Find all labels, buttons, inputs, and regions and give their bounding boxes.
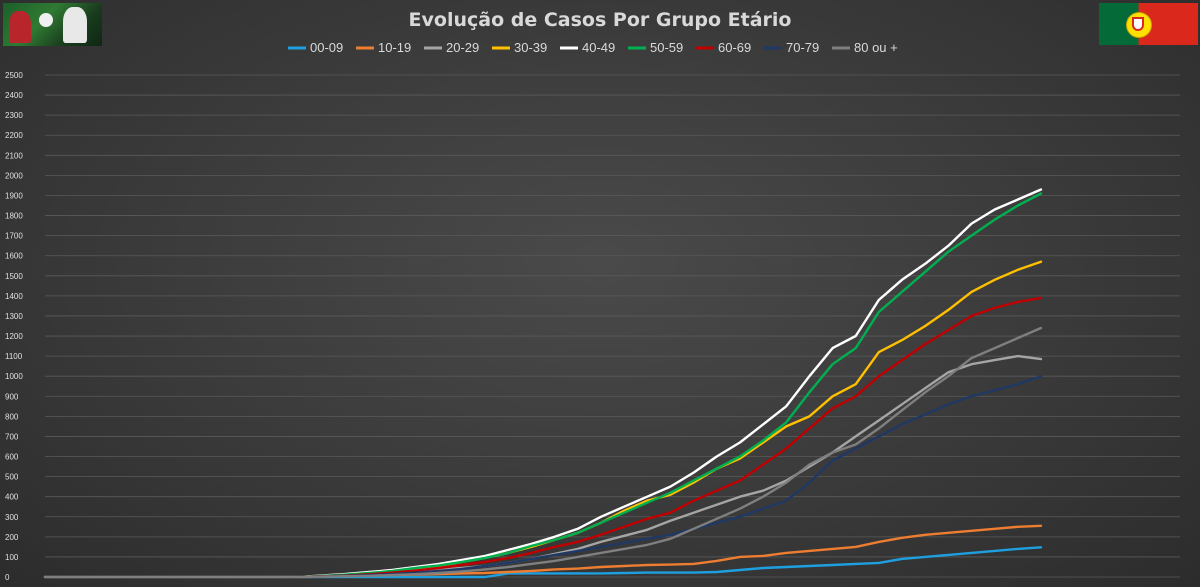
y-tick-label: 2300 bbox=[5, 111, 23, 120]
logo-player-red bbox=[9, 11, 31, 43]
series-line-40-49 bbox=[43, 188, 1043, 579]
legend-label: 80 ou + bbox=[854, 40, 898, 55]
y-tick-label: 1100 bbox=[5, 352, 23, 361]
y-tick-label: 1000 bbox=[5, 372, 23, 381]
y-tick-label: 1900 bbox=[5, 191, 23, 200]
y-tick-label: 600 bbox=[5, 453, 19, 462]
y-tick-label: 2400 bbox=[5, 91, 23, 100]
y-tick-label: 200 bbox=[5, 533, 19, 542]
series-line-50-59 bbox=[43, 192, 1043, 579]
y-tick-label: 400 bbox=[5, 493, 19, 502]
y-tick-label: 1400 bbox=[5, 292, 23, 301]
y-tick-label: 900 bbox=[5, 392, 19, 401]
legend-label: 40-49 bbox=[582, 40, 615, 55]
y-tick-label: 100 bbox=[5, 553, 19, 562]
y-tick-label: 2000 bbox=[5, 171, 23, 180]
y-tick-label: 300 bbox=[5, 513, 19, 522]
legend-label: 70-79 bbox=[786, 40, 819, 55]
legend-label: 20-29 bbox=[446, 40, 479, 55]
blog-logo bbox=[3, 3, 102, 46]
legend-label: 50-59 bbox=[650, 40, 683, 55]
y-axis: 0 100 200 300 400 500 600 700 800 900 1000 1100 1200… bbox=[5, 71, 23, 582]
y-tick-label: 2200 bbox=[5, 131, 23, 140]
logo-ball bbox=[39, 13, 53, 27]
y-tick-label: 2500 bbox=[5, 71, 23, 80]
series-line-80-ou- bbox=[43, 326, 1043, 579]
y-tick-label: 2100 bbox=[5, 151, 23, 160]
y-tick-label: 1500 bbox=[5, 272, 23, 281]
legend-label: 30-39 bbox=[514, 40, 547, 55]
series-line-60-69 bbox=[43, 296, 1043, 579]
y-tick-label: 500 bbox=[5, 473, 19, 482]
portugal-flag bbox=[1099, 3, 1198, 45]
series-lines bbox=[43, 188, 1043, 579]
chart-title: Evolução de Casos Por Grupo Etário bbox=[409, 9, 792, 31]
legend-label: 60-69 bbox=[718, 40, 751, 55]
gridlines bbox=[45, 74, 1180, 578]
logo-player-white bbox=[63, 7, 87, 43]
y-tick-label: 1300 bbox=[5, 312, 23, 321]
series-line-10-19 bbox=[43, 524, 1043, 579]
y-tick-label: 1200 bbox=[5, 332, 23, 341]
legend-label: 00-09 bbox=[310, 40, 343, 55]
y-tick-label: 700 bbox=[5, 432, 19, 441]
legend-label: 10-19 bbox=[378, 40, 411, 55]
y-tick-label: 800 bbox=[5, 412, 19, 421]
legend: 00-09 10-19 20-29 30-39 40-49 50-59 60-69 70-79… bbox=[288, 40, 898, 55]
flag-shield bbox=[1132, 17, 1144, 31]
y-tick-label: 1600 bbox=[5, 252, 23, 261]
y-tick-label: 1700 bbox=[5, 232, 23, 241]
y-tick-label: 0 bbox=[5, 573, 10, 582]
y-tick-label: 1800 bbox=[5, 212, 23, 221]
